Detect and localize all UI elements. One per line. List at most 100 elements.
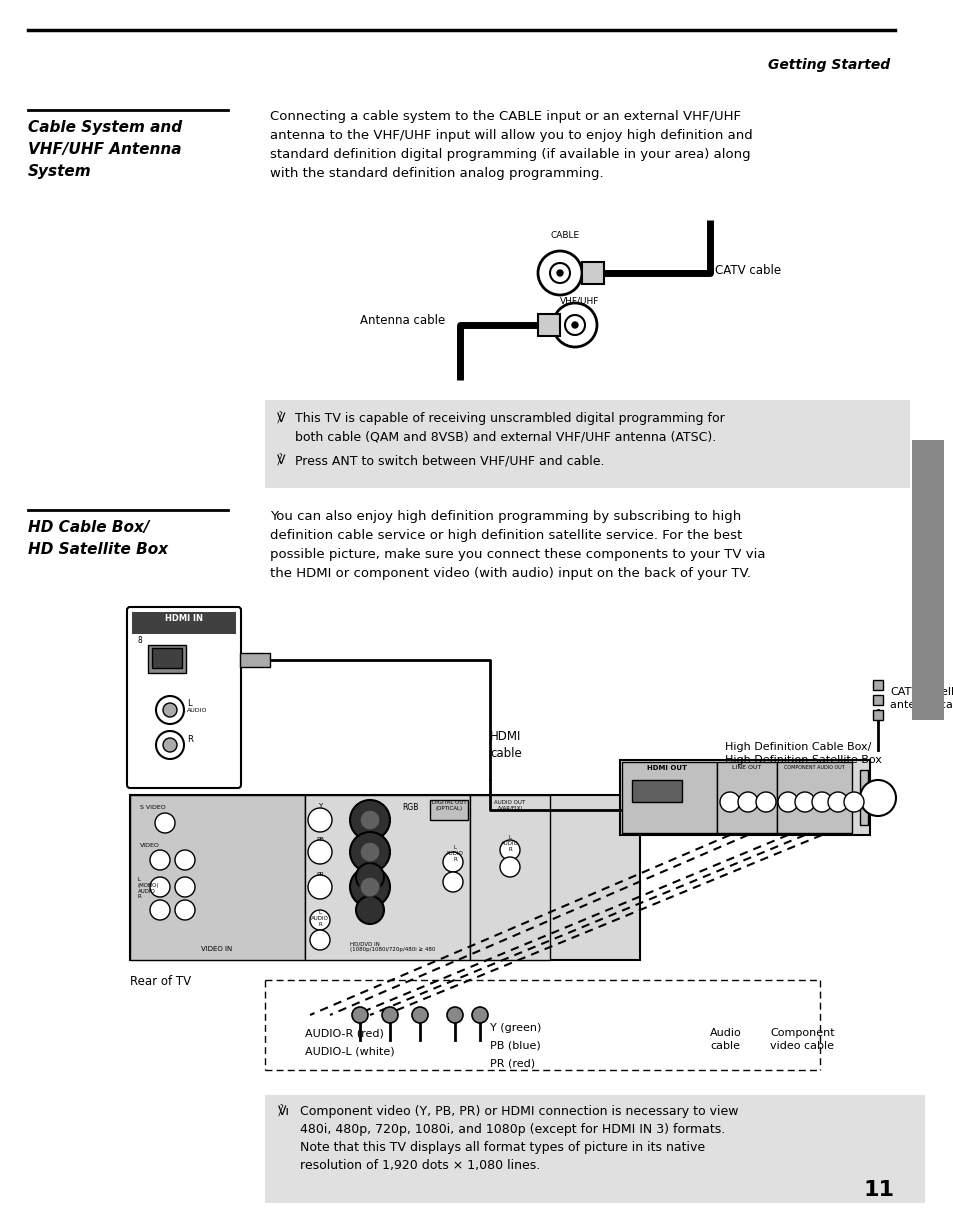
Bar (717, 762, 776, 833)
Text: CABLE: CABLE (550, 231, 579, 241)
Bar (305, 795, 470, 960)
Circle shape (359, 877, 379, 897)
Circle shape (310, 930, 330, 950)
Text: Press ANT to switch between VHF/UHF and cable.: Press ANT to switch between VHF/UHF and … (294, 454, 604, 466)
Text: Y (green): Y (green) (490, 1023, 540, 1033)
Bar (470, 795, 550, 960)
Text: Connecting a cable system to the CABLE input or an external VHF/UHF
antenna to t: Connecting a cable system to the CABLE i… (270, 110, 752, 179)
Bar (872, 695, 882, 705)
Circle shape (350, 832, 390, 872)
Circle shape (174, 850, 194, 871)
Text: S VIDEO: S VIDEO (140, 805, 166, 810)
Circle shape (794, 792, 814, 812)
Text: L: L (187, 700, 192, 708)
Circle shape (150, 877, 170, 897)
Text: Rear of TV: Rear of TV (130, 976, 191, 988)
Circle shape (174, 900, 194, 919)
Circle shape (537, 252, 581, 295)
Bar (911, 440, 943, 720)
Text: Note that this TV displays all format types of picture in its native: Note that this TV displays all format ty… (299, 1140, 704, 1154)
Text: HDMI
cable: HDMI cable (490, 730, 521, 759)
Text: R: R (187, 735, 193, 744)
Text: ℣: ℣ (276, 454, 285, 466)
Bar (240, 653, 270, 667)
Text: AUDIO-R (red): AUDIO-R (red) (305, 1028, 383, 1038)
FancyBboxPatch shape (130, 795, 639, 960)
Text: This TV is capable of receiving unscrambled digital programming for: This TV is capable of receiving unscramb… (294, 411, 724, 425)
Circle shape (150, 850, 170, 871)
Text: Component
video cable: Component video cable (769, 1028, 834, 1051)
Bar (265, 400, 909, 488)
Text: Getting Started: Getting Started (767, 59, 889, 72)
Text: High Definition Cable Box/: High Definition Cable Box/ (724, 742, 870, 752)
Circle shape (174, 877, 194, 897)
Circle shape (811, 792, 831, 812)
Circle shape (150, 900, 170, 919)
Circle shape (755, 792, 775, 812)
Circle shape (557, 270, 562, 276)
Text: ℣: ℣ (276, 411, 285, 425)
Text: resolution of 1,920 dots × 1,080 lines.: resolution of 1,920 dots × 1,080 lines. (299, 1159, 539, 1172)
Bar (621, 762, 717, 833)
Circle shape (472, 1007, 488, 1023)
Circle shape (843, 792, 863, 812)
Text: ℣ı: ℣ı (277, 1105, 290, 1118)
Text: Component video (Y, PB, PR) or HDMI connection is necessary to view: Component video (Y, PB, PR) or HDMI conn… (299, 1105, 738, 1118)
Circle shape (156, 731, 184, 759)
Circle shape (352, 1007, 368, 1023)
Text: VIDEO IN: VIDEO IN (201, 946, 233, 952)
Text: VHF/UHF: VHF/UHF (559, 295, 599, 305)
Circle shape (447, 1007, 462, 1023)
Text: Audio
cable: Audio cable (709, 1028, 741, 1051)
Circle shape (381, 1007, 397, 1023)
Circle shape (350, 800, 390, 840)
Circle shape (738, 792, 758, 812)
Circle shape (412, 1007, 428, 1023)
Circle shape (827, 792, 847, 812)
Circle shape (564, 315, 584, 335)
Circle shape (308, 840, 332, 864)
Circle shape (442, 852, 462, 872)
Circle shape (163, 737, 177, 752)
Text: CATV cable: CATV cable (714, 264, 781, 276)
FancyBboxPatch shape (127, 607, 241, 788)
Text: PR (red): PR (red) (490, 1059, 535, 1070)
Circle shape (778, 792, 797, 812)
Text: CATV/Satellite
antenna cable: CATV/Satellite antenna cable (889, 686, 953, 709)
Circle shape (156, 696, 184, 724)
Bar (152, 648, 182, 668)
Circle shape (499, 840, 519, 860)
Circle shape (355, 896, 384, 924)
Text: 11: 11 (863, 1179, 894, 1200)
Circle shape (310, 910, 330, 930)
Text: COMPONENT AUDIO OUT: COMPONENT AUDIO OUT (782, 766, 843, 770)
Circle shape (499, 857, 519, 877)
Bar (130, 795, 305, 960)
Circle shape (550, 263, 569, 283)
Text: LINE OUT: LINE OUT (732, 766, 760, 770)
Text: Cable System and
VHF/UHF Antenna
System: Cable System and VHF/UHF Antenna System (28, 120, 182, 179)
Circle shape (154, 813, 174, 833)
Circle shape (163, 703, 177, 717)
Text: AUDIO: AUDIO (187, 707, 208, 713)
Text: HD Cable Box/
HD Satellite Box: HD Cable Box/ HD Satellite Box (28, 520, 168, 557)
Bar (872, 680, 882, 690)
FancyBboxPatch shape (619, 759, 869, 835)
Circle shape (442, 872, 462, 893)
Text: PB: PB (315, 838, 324, 842)
Text: Y: Y (317, 803, 322, 810)
Circle shape (572, 322, 578, 328)
Text: AUDIO-L (white): AUDIO-L (white) (305, 1046, 395, 1056)
Circle shape (308, 808, 332, 832)
Text: 480i, 480p, 720p, 1080i, and 1080p (except for HDMI IN 3) formats.: 480i, 480p, 720p, 1080i, and 1080p (exce… (299, 1123, 724, 1136)
Bar (430, 800, 468, 821)
Bar (872, 709, 882, 720)
Text: High Definition Satellite Box: High Definition Satellite Box (724, 755, 881, 766)
Bar (581, 263, 603, 284)
Circle shape (350, 867, 390, 907)
Circle shape (553, 303, 597, 347)
Text: PB (blue): PB (blue) (490, 1042, 540, 1051)
Bar (859, 770, 867, 825)
Circle shape (355, 863, 384, 891)
Bar (631, 780, 681, 802)
